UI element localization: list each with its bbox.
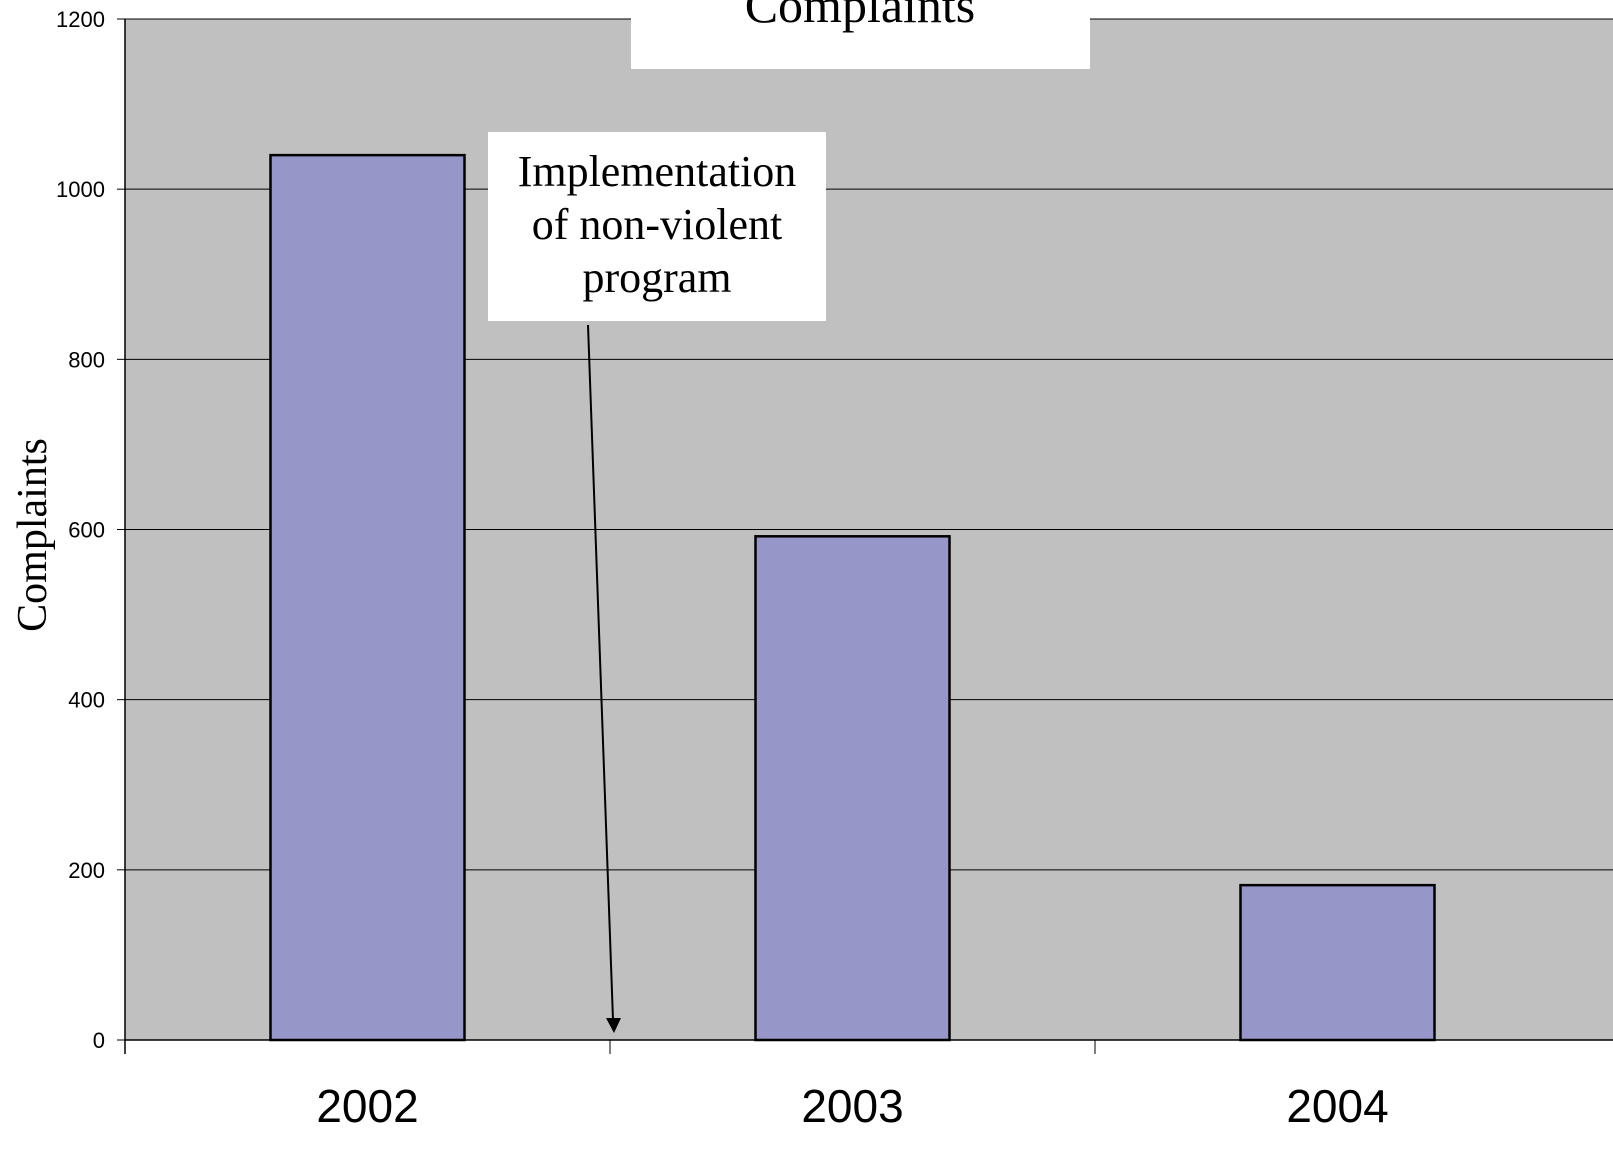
x-category-label: 2004 xyxy=(1286,1080,1388,1132)
y-tick-label: 800 xyxy=(68,347,105,372)
bar-2002 xyxy=(269,153,466,1042)
title-box xyxy=(631,0,1090,69)
bars xyxy=(269,153,1436,1042)
annotation-line-2: of non-violent xyxy=(532,200,783,249)
annotation-line-3: program xyxy=(582,253,731,302)
chart-title: Complaints xyxy=(745,0,976,33)
labels: 0 200 400 600 800 1000 1200 2002 2003 2004 xyxy=(56,7,1389,1132)
x-category-label: 2003 xyxy=(801,1080,903,1132)
y-tick-label: 200 xyxy=(68,858,105,883)
x-category-label: 2002 xyxy=(316,1080,418,1132)
annotation-box xyxy=(488,132,826,321)
y-tick-label: 600 xyxy=(68,518,105,543)
annotation-arrow xyxy=(587,324,614,1021)
bar-2004 xyxy=(1239,883,1436,1042)
annotation-arrowhead xyxy=(606,1018,621,1033)
y-tick-label: 1200 xyxy=(56,7,105,32)
y-tick-label: 1000 xyxy=(56,177,105,202)
y-tick-label: 0 xyxy=(93,1028,105,1053)
annotation-line-1: Implementation xyxy=(518,147,797,196)
y-tick-label: 400 xyxy=(68,688,105,713)
y-axis-title: Complaints xyxy=(10,438,56,632)
bar-2003 xyxy=(754,535,951,1042)
